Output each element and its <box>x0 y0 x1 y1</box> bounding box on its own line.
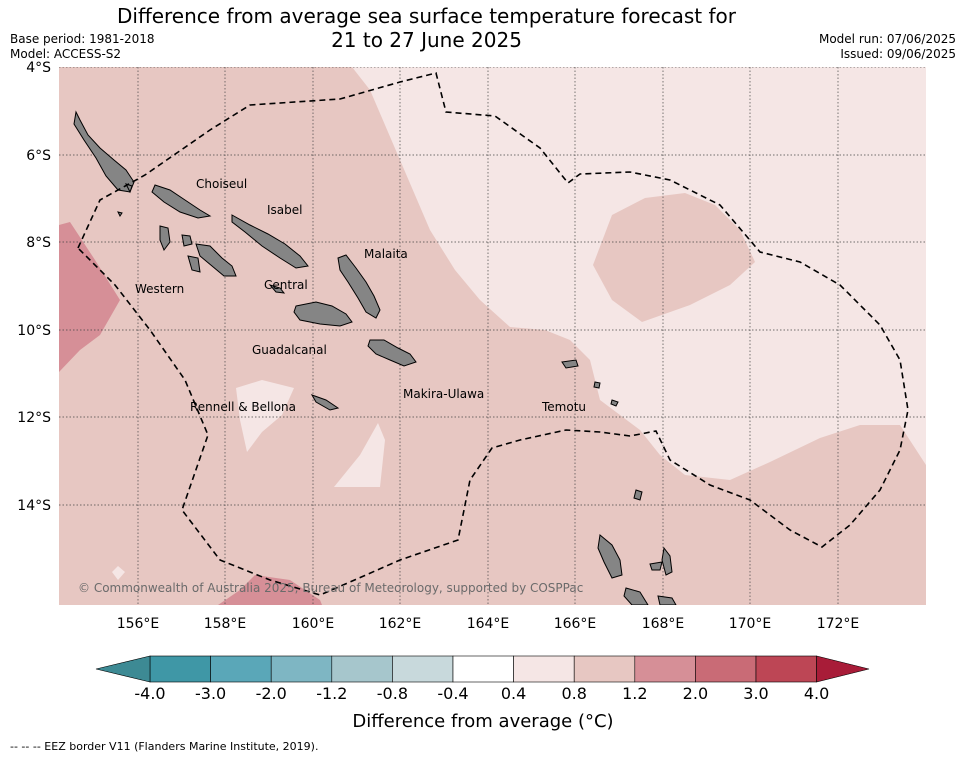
island-temotu-3 <box>610 399 619 407</box>
island-vanuatu-3 <box>623 587 649 605</box>
map-title-line2: 21 to 27 June 2025 <box>331 28 522 52</box>
island-western-3 <box>181 234 193 247</box>
label-western: Western <box>135 282 184 296</box>
colorbar-tick-label: -0.4 <box>437 684 468 703</box>
island-small-1 <box>125 183 133 194</box>
map-title-line1: Difference from average sea surface temp… <box>116 4 736 28</box>
lon-label-156e: 156°E <box>117 616 160 632</box>
lat-label-10s: 10°S <box>17 323 51 339</box>
eez-border <box>77 72 909 596</box>
label-makira-ulawa: Makira-Ulawa <box>403 387 484 401</box>
lat-label-6s: 6°S <box>26 148 51 164</box>
label-malaita: Malaita <box>364 247 408 261</box>
colorbar-segment <box>573 655 636 683</box>
lon-label-166e: 166°E <box>554 616 597 632</box>
island-rennell <box>310 394 340 411</box>
colorbar-tick-label: -4.0 <box>134 684 165 703</box>
island-vanuatu-4 <box>649 561 663 571</box>
base-period: Base period: 1981-2018 <box>10 32 155 46</box>
anomaly-0.4-0.8-patch-1 <box>236 380 294 452</box>
lat-label-4s: 4°S <box>26 60 51 76</box>
island-vanuatu-2 <box>661 546 673 576</box>
island-vanuatu-1 <box>597 534 623 579</box>
colorbar-tick-label: -0.8 <box>377 684 408 703</box>
lon-label-158e: 158°E <box>204 616 247 632</box>
island-choiseul <box>151 184 212 219</box>
colorbar-tick-label: 1.2 <box>622 684 647 703</box>
colorbar <box>95 655 870 683</box>
label-isabel: Isabel <box>267 203 302 217</box>
issued-date: Issued: 09/06/2025 <box>840 47 956 61</box>
lat-label-12s: 12°S <box>17 410 51 426</box>
island-isabel <box>231 214 309 269</box>
colorbar-segment <box>755 655 817 683</box>
lon-label-168e: 168°E <box>642 616 685 632</box>
island-temotu-2 <box>593 381 601 389</box>
colorbar-tick-label: -3.0 <box>195 684 226 703</box>
colorbar-segment <box>270 655 333 683</box>
lon-label-162e: 162°E <box>379 616 422 632</box>
colorbar-segment <box>210 655 272 683</box>
island-guadalcanal <box>293 301 353 327</box>
colorbar-tick-label: 3.0 <box>743 684 768 703</box>
anomaly-1.2-2.0-south <box>218 575 322 605</box>
colorbar-segment <box>513 655 575 683</box>
lat-label-8s: 8°S <box>26 235 51 251</box>
label-guadalcanal: Guadalcanal <box>252 343 327 357</box>
anomaly-0.4-0.8-patch-3 <box>112 566 125 580</box>
colorbar-tick-label: -2.0 <box>256 684 287 703</box>
island-western-5 <box>187 255 201 273</box>
colorbar-segment <box>331 655 393 683</box>
colorbar-segment <box>634 655 696 683</box>
anomaly-1.2-2.0-west <box>59 222 120 372</box>
lon-label-160e: 160°E <box>292 616 335 632</box>
map-area: Choiseul Isabel Malaita Western Central … <box>59 67 926 605</box>
graticule <box>59 67 926 605</box>
colorbar-segment <box>695 655 757 683</box>
colorbar-tick-label: 0.8 <box>561 684 586 703</box>
island-western-2 <box>159 225 171 252</box>
lon-label-170e: 170°E <box>729 616 772 632</box>
copyright-text: © Commonwealth of Australia 2025, Bureau… <box>78 581 583 595</box>
island-vanuatu-6 <box>657 595 677 605</box>
colorbar-tick-label: 0.4 <box>501 684 526 703</box>
model-name: Model: ACCESS-S2 <box>10 47 122 61</box>
colorbar-tick-label: 4.0 <box>804 684 829 703</box>
label-rennell-bellona: Rennell & Bellona <box>190 400 296 414</box>
lat-label-14s: 14°S <box>17 498 51 514</box>
meta-left: Base period: 1981-2018 Model: ACCESS-S2 <box>10 32 155 62</box>
colorbar-label: Difference from average (°C) <box>352 711 613 732</box>
colorbar-tick-label: -1.2 <box>316 684 347 703</box>
colorbar-segment <box>452 655 514 683</box>
island-malaita <box>337 254 381 319</box>
colorbar-segment <box>392 655 454 683</box>
meta-right: Model run: 07/06/2025 Issued: 09/06/2025 <box>819 32 956 62</box>
colorbar-segment <box>149 655 211 683</box>
label-central: Central <box>264 278 308 292</box>
lon-label-172e: 172°E <box>817 616 860 632</box>
island-vanuatu-5 <box>633 489 643 501</box>
model-run: Model run: 07/06/2025 <box>818 32 956 46</box>
island-temotu-1 <box>561 359 579 369</box>
island-central <box>268 284 286 294</box>
island-western-4 <box>195 243 237 277</box>
island-makira <box>367 339 417 367</box>
colorbar-ticks: -4.0 -3.0 -2.0 -1.2 -0.8 -0.4 0.4 0.8 1.2 2.0 3.0 4… <box>134 684 829 703</box>
islands <box>73 110 677 605</box>
colorbar-tick-label: 2.0 <box>683 684 708 703</box>
colorbar-over-arrow <box>816 655 870 683</box>
label-choiseul: Choiseul <box>196 177 247 191</box>
anomaly-0.4-0.8-patch-2 <box>334 423 385 487</box>
anomaly-0.8-1.2-blob <box>593 193 755 322</box>
island-small-2 <box>117 211 123 217</box>
colorbar-under-arrow <box>95 655 151 683</box>
label-temotu: Temotu <box>541 400 586 414</box>
lon-label-164e: 164°E <box>467 616 510 632</box>
eez-footnote: -- -- -- EEZ border V11 (Flanders Marine… <box>10 740 319 753</box>
